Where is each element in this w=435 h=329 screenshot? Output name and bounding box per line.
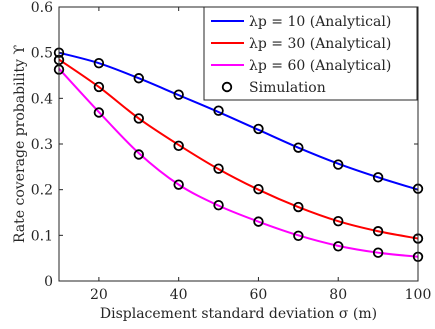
legend: λp = 10 (Analytical) λp = 30 (Analytical)…: [203, 6, 418, 101]
simulation-marker: [372, 172, 384, 183]
simulation-marker: [173, 179, 184, 190]
x-axis-label: Displacement standard deviation σ (m): [100, 306, 377, 322]
simulation-marker: [253, 123, 264, 135]
simulation-marker: [372, 226, 384, 237]
x-tick-label: 20: [90, 287, 108, 303]
y-tick-label: 0.5: [31, 46, 53, 62]
legend-box: [203, 6, 418, 101]
simulation-marker: [133, 149, 144, 160]
simulation-marker: [93, 107, 105, 118]
series-line-1: [58, 58, 419, 240]
simulation-marker: [293, 201, 304, 213]
x-tick-label: 40: [170, 287, 188, 303]
simulation-marker: [133, 73, 144, 84]
simulation-marker: [293, 142, 304, 153]
simulation-marker: [213, 163, 224, 174]
simulation-marker: [253, 184, 264, 195]
simulation-marker: [333, 241, 344, 252]
legend-label-1: λp = 30 (Analytical): [249, 36, 391, 52]
legend-label-0: λp = 10 (Analytical): [249, 14, 391, 30]
ticks-layer: 20 40 60 80 100 0 0.1 0.2 0.3 0.4 0.5 0.6: [31, 0, 432, 303]
simulation-marker: [93, 57, 105, 69]
y-axis-label: Rate coverage probability ϒ: [12, 45, 28, 244]
series-line-2: [58, 67, 419, 258]
legend-label-2: λp = 60 (Analytical): [249, 58, 391, 74]
y-tick-label: 0.3: [31, 137, 53, 153]
simulation-marker: [213, 199, 224, 211]
y-tick-label: 0.6: [31, 0, 53, 16]
simulation-marker: [173, 89, 184, 100]
y-tick-label: 0.2: [31, 183, 53, 199]
y-tick-label: 0.4: [31, 91, 53, 107]
simulation-marker: [333, 215, 344, 227]
legend-label-3: Simulation: [249, 80, 326, 96]
y-tick-label: 0: [44, 274, 53, 290]
y-tick-label: 0.1: [31, 228, 53, 244]
series-layer: [58, 51, 419, 258]
simulation-marker: [173, 140, 184, 152]
simulation-marker: [333, 159, 344, 170]
markers-layer: [53, 47, 424, 262]
simulation-marker: [253, 216, 264, 227]
x-tick-label: 80: [329, 287, 347, 303]
simulation-marker: [133, 113, 144, 124]
x-tick-label: 60: [250, 287, 268, 303]
simulation-marker: [372, 247, 384, 258]
simulation-marker: [213, 105, 224, 116]
legend-swatch-3: [221, 81, 233, 93]
simulation-marker: [293, 230, 304, 241]
x-tick-label: 100: [405, 287, 432, 303]
series-line-0: [58, 51, 419, 191]
simulation-marker: [93, 81, 105, 93]
